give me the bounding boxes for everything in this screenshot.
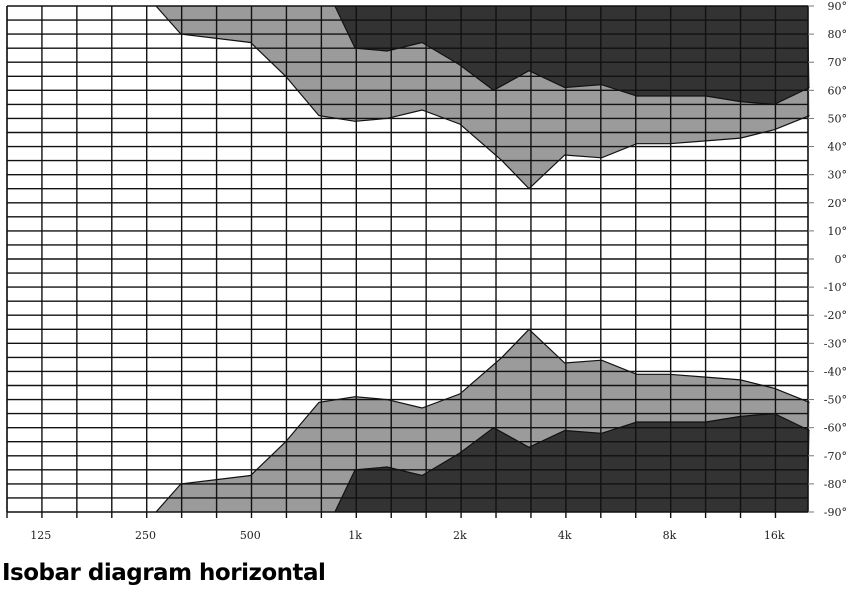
isobar-chart: 90° 80° 70° 60° 50° 40° 30° 20° 10° 0° -10° -20° -30…: [6, 0, 848, 542]
y-tick-label: -20°: [824, 309, 847, 322]
y-tick-label: -70°: [824, 450, 847, 463]
x-tick-label: 500: [240, 529, 261, 542]
y-tick-label: -80°: [824, 478, 847, 491]
y-tick-label: 30°: [828, 169, 848, 182]
y-tick-label: 10°: [828, 225, 848, 238]
y-tick-label: -90°: [824, 506, 847, 519]
y-tick-label: 40°: [828, 141, 848, 154]
y-tick-label: -40°: [824, 365, 847, 378]
y-tick-label: 80°: [828, 28, 848, 41]
band-dark-upper: [334, 6, 810, 105]
y-tick-label: 20°: [828, 197, 848, 210]
y-tick-label: 70°: [828, 56, 848, 69]
x-tick-label: 250: [135, 529, 156, 542]
y-tick-label: -10°: [824, 281, 847, 294]
x-tick-label: 125: [30, 529, 51, 542]
y-tick-label: 60°: [828, 84, 848, 97]
x-tick-label: 1k: [348, 529, 362, 542]
x-tick-label: 16k: [764, 529, 785, 542]
y-tick-label: -30°: [824, 337, 847, 350]
y-tick-label: 90°: [828, 0, 848, 13]
y-tick-label: 0°: [835, 253, 848, 266]
x-tick-label: 4k: [558, 529, 572, 542]
x-tick-label: 8k: [663, 529, 677, 542]
y-tick-label: -60°: [824, 422, 847, 435]
y-tick-label: 50°: [828, 112, 848, 125]
chart-title: Isobar diagram horizontal: [2, 560, 326, 586]
band-dark-lower: [334, 413, 810, 512]
x-tick-label: 2k: [453, 529, 467, 542]
y-tick-label: -50°: [824, 394, 847, 407]
